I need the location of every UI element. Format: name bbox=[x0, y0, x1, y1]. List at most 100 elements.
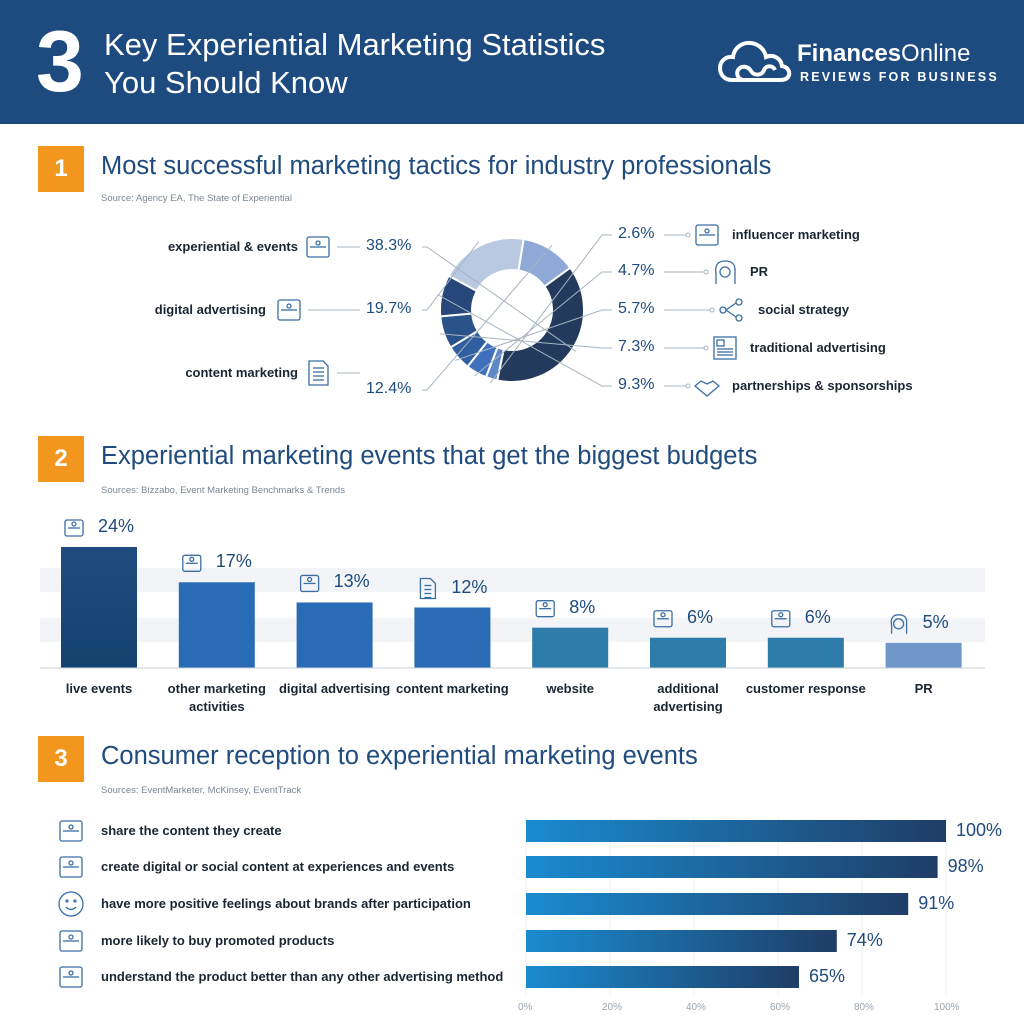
bar-6 bbox=[767, 637, 844, 668]
donut-value-0: 38.3% bbox=[366, 237, 412, 254]
donut-slice-2 bbox=[517, 237, 572, 288]
hbar-4 bbox=[526, 966, 799, 988]
bar-value-2: 13% bbox=[333, 571, 370, 592]
phone-megaphone-icon bbox=[277, 299, 301, 321]
billboard-icon bbox=[653, 610, 673, 628]
donut-category-4: PR bbox=[750, 264, 769, 279]
donut-leader-2 bbox=[422, 244, 553, 391]
x-tick-4: 80% bbox=[854, 1002, 875, 1013]
bar-value-4: 8% bbox=[569, 596, 596, 617]
section-1-source: Source: Agency EA, The State of Experien… bbox=[101, 193, 292, 204]
product-info-icon bbox=[59, 966, 83, 988]
page-title-line1: Key Experiential Marketing Statistics bbox=[104, 27, 606, 62]
hbar-1 bbox=[526, 856, 938, 878]
document-icon bbox=[419, 577, 437, 600]
bar-value-5: 6% bbox=[687, 606, 714, 627]
bar-category-6: customer response bbox=[745, 681, 866, 696]
browser-icon bbox=[535, 600, 555, 618]
people-content-icon bbox=[59, 856, 83, 878]
section-2-title: Experiential marketing events that get t… bbox=[101, 442, 758, 470]
section-3-source: Sources: EventMarketer, McKinsey, EventT… bbox=[101, 785, 302, 796]
social-network-icon bbox=[719, 298, 743, 322]
donut-leader-0 bbox=[422, 246, 577, 352]
bar-1 bbox=[178, 582, 255, 668]
bar-category-5: additional advertising bbox=[653, 681, 723, 714]
livestream-icon bbox=[64, 519, 84, 537]
cloud-logo-icon bbox=[718, 40, 792, 82]
hbar-category-4: understand the product better than any o… bbox=[101, 969, 504, 984]
handshake-icon bbox=[693, 380, 721, 397]
donut-value-2: 12.4% bbox=[366, 380, 412, 397]
donut-leader-3 bbox=[489, 234, 612, 384]
donut-dot-3 bbox=[685, 232, 691, 238]
x-tick-2: 40% bbox=[686, 1002, 707, 1013]
pr-head-icon bbox=[715, 260, 736, 284]
donut-leader-7 bbox=[437, 294, 612, 387]
brand-name: FinancesOnline bbox=[797, 40, 970, 68]
bar-category-1: other marketing activities bbox=[167, 681, 266, 714]
header-banner: 3 Key Experiential Marketing Statistics … bbox=[0, 0, 1024, 124]
donut-category-6: traditional advertising bbox=[750, 340, 886, 355]
bar-4 bbox=[532, 627, 609, 668]
donut-category-0: experiential & events bbox=[167, 239, 298, 254]
bar-7 bbox=[885, 642, 962, 668]
x-tick-1: 20% bbox=[602, 1002, 623, 1013]
section-1-title: Most successful marketing tactics for in… bbox=[101, 152, 772, 180]
hbar-0 bbox=[526, 820, 946, 842]
hbar-category-2: have more positive feelings about brands… bbox=[101, 896, 471, 911]
bar-3 bbox=[414, 607, 491, 668]
donut-leader-1 bbox=[422, 241, 479, 311]
bar-category-4: website bbox=[546, 681, 595, 696]
x-tick-5: 100% bbox=[934, 1002, 960, 1013]
influencer-icon bbox=[695, 224, 719, 246]
megaphone-screen-icon bbox=[299, 574, 320, 593]
hbar-2 bbox=[526, 893, 909, 915]
donut-category-2: content marketing bbox=[185, 365, 298, 380]
event-stage-icon bbox=[306, 236, 330, 258]
bar-category-3: content marketing bbox=[396, 681, 509, 696]
donut-category-3: influencer marketing bbox=[732, 227, 860, 242]
hbar-value-1: 98% bbox=[947, 856, 984, 876]
bar-category-0: live events bbox=[65, 681, 133, 696]
document-icon bbox=[308, 360, 329, 386]
donut-leader-5 bbox=[454, 309, 612, 361]
donut-dot-7 bbox=[685, 383, 691, 389]
newspaper-icon bbox=[713, 336, 737, 360]
rating-stars-icon bbox=[771, 610, 791, 628]
hbar-value-3: 74% bbox=[846, 930, 883, 950]
bar-value-7: 5% bbox=[922, 611, 949, 632]
bar-value-1: 17% bbox=[215, 551, 252, 572]
x-tick-3: 60% bbox=[770, 1002, 791, 1013]
donut-value-3: 2.6% bbox=[618, 225, 655, 242]
bar-value-0: 24% bbox=[98, 516, 135, 536]
network-gear-icon bbox=[182, 554, 202, 572]
bar-category-2: digital advertising bbox=[278, 681, 391, 696]
x-tick-0: 0% bbox=[518, 1002, 533, 1013]
section-2-badge: 2 bbox=[38, 436, 84, 482]
bar-5 bbox=[650, 637, 726, 668]
header-number: 3 bbox=[36, 14, 84, 110]
donut-dot-5 bbox=[709, 307, 715, 313]
hbar-category-0: share the content they create bbox=[101, 823, 282, 838]
donut-leader-6 bbox=[439, 333, 612, 349]
bar-2 bbox=[296, 602, 373, 668]
bar-0 bbox=[61, 547, 137, 668]
hbar-value-4: 65% bbox=[809, 966, 846, 986]
donut-value-1: 19.7% bbox=[366, 300, 412, 317]
brand-name-bold: Finances bbox=[797, 40, 902, 67]
donut-value-5: 5.7% bbox=[618, 300, 655, 317]
section-3-title: Consumer reception to experiential marke… bbox=[101, 742, 698, 770]
donut-slice-0 bbox=[495, 266, 585, 383]
donut-leader-4 bbox=[474, 271, 612, 377]
shopping-bag-icon bbox=[59, 930, 83, 952]
donut-chart bbox=[277, 224, 743, 397]
section-3-badge: 3 bbox=[38, 736, 84, 782]
smiley-icon bbox=[58, 891, 84, 917]
donut-dot-6 bbox=[703, 345, 709, 351]
brand-name-rest: Online bbox=[901, 40, 971, 67]
donut-value-6: 7.3% bbox=[618, 338, 655, 355]
page-title: Key Experiential Marketing Statistics Yo… bbox=[104, 26, 605, 102]
hbar-value-2: 91% bbox=[918, 893, 955, 913]
donut-category-7: partnerships & sponsorships bbox=[732, 378, 913, 393]
budget-bar-chart bbox=[40, 519, 985, 669]
